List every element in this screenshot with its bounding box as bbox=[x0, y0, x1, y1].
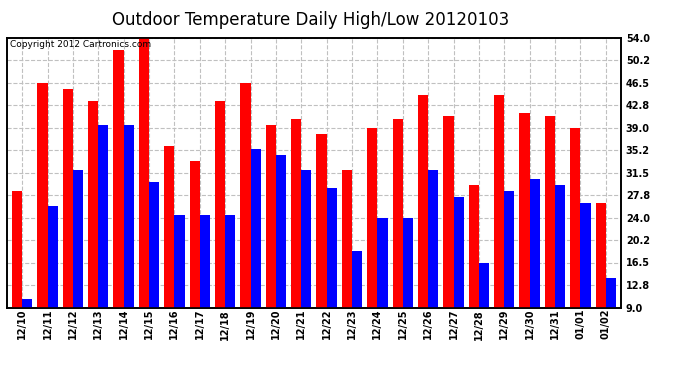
Bar bbox=[377, 217, 388, 308]
Bar bbox=[12, 190, 22, 308]
Bar bbox=[291, 118, 302, 308]
Bar bbox=[530, 178, 540, 308]
Bar bbox=[175, 214, 184, 308]
Bar bbox=[266, 124, 276, 308]
Bar bbox=[88, 100, 98, 308]
Text: Outdoor Temperature Daily High/Low 20120103: Outdoor Temperature Daily High/Low 20120… bbox=[112, 11, 509, 29]
Bar bbox=[504, 190, 515, 308]
Bar bbox=[418, 94, 428, 308]
Bar bbox=[225, 214, 235, 308]
Bar bbox=[403, 217, 413, 308]
Bar bbox=[124, 124, 134, 308]
Bar bbox=[37, 82, 48, 308]
Bar bbox=[139, 38, 149, 308]
Text: Copyright 2012 Cartronics.com: Copyright 2012 Cartronics.com bbox=[10, 40, 151, 49]
Bar bbox=[149, 182, 159, 308]
Bar bbox=[352, 251, 362, 308]
Bar bbox=[63, 88, 73, 308]
Bar bbox=[200, 214, 210, 308]
Bar bbox=[393, 118, 403, 308]
Bar bbox=[190, 160, 200, 308]
Bar bbox=[545, 116, 555, 308]
Bar bbox=[164, 146, 175, 308]
Bar bbox=[453, 196, 464, 308]
Bar bbox=[606, 278, 616, 308]
Bar bbox=[520, 112, 530, 308]
Bar bbox=[48, 206, 58, 308]
Bar bbox=[342, 170, 352, 308]
Bar bbox=[326, 188, 337, 308]
Bar bbox=[580, 202, 591, 308]
Bar bbox=[595, 202, 606, 308]
Bar bbox=[250, 148, 261, 308]
Bar bbox=[73, 170, 83, 308]
Bar bbox=[469, 184, 479, 308]
Bar bbox=[428, 170, 438, 308]
Bar bbox=[302, 170, 311, 308]
Bar bbox=[479, 262, 489, 308]
Bar bbox=[240, 82, 250, 308]
Bar bbox=[367, 128, 377, 308]
Bar bbox=[113, 50, 124, 308]
Bar bbox=[494, 94, 504, 308]
Bar bbox=[22, 298, 32, 307]
Bar bbox=[215, 100, 225, 308]
Bar bbox=[98, 124, 108, 308]
Bar bbox=[444, 116, 453, 308]
Bar bbox=[317, 134, 326, 308]
Bar bbox=[555, 184, 565, 308]
Bar bbox=[570, 128, 580, 308]
Bar bbox=[276, 154, 286, 308]
